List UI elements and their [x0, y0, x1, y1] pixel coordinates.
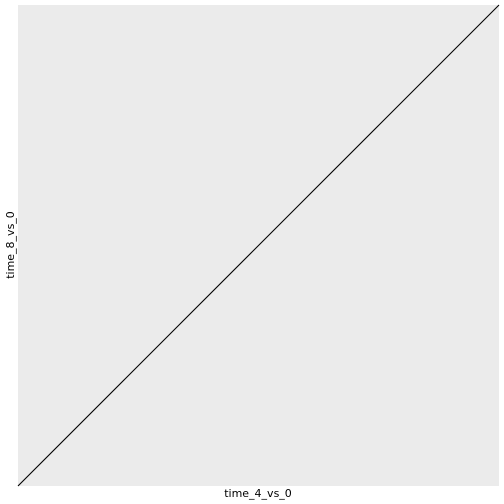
- x-axis-label: time_4_vs_0: [224, 487, 292, 500]
- series-layer: [17, 4, 500, 487]
- y-axis-label: time_8_vs_0: [4, 211, 17, 279]
- series-line-0: [17, 4, 500, 487]
